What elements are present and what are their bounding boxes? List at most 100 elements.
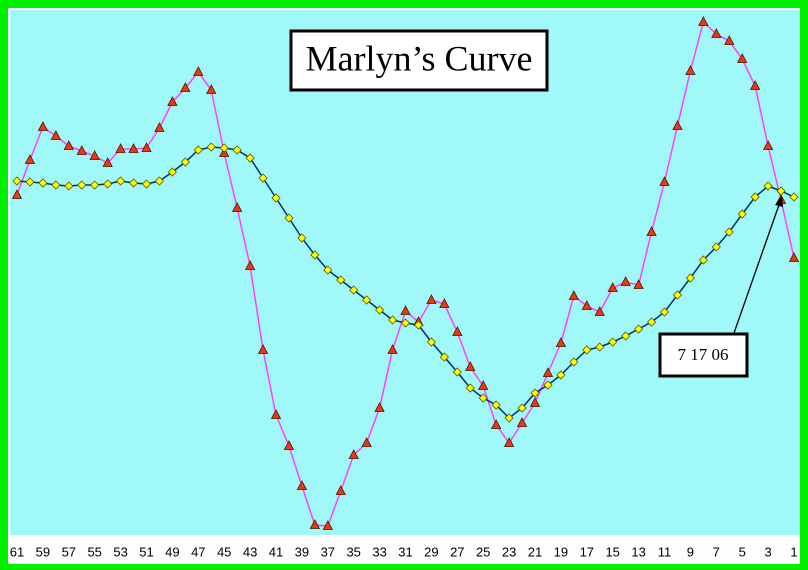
x-tick-label: 15 — [605, 544, 619, 559]
data-point — [413, 320, 424, 330]
x-tick-label: 47 — [191, 544, 205, 559]
data-point — [296, 480, 308, 490]
plot-area — [10, 10, 800, 535]
data-point — [297, 233, 307, 243]
data-point — [64, 181, 74, 191]
data-point — [685, 65, 696, 75]
data-point — [685, 273, 695, 283]
x-tick-label: 53 — [113, 544, 127, 559]
data-point — [335, 485, 346, 495]
data-point — [12, 176, 22, 186]
data-point — [283, 440, 295, 450]
data-point — [50, 130, 62, 140]
data-point — [154, 122, 165, 132]
data-point — [77, 180, 87, 190]
data-point — [672, 290, 683, 300]
data-point — [465, 361, 476, 371]
data-point — [323, 265, 333, 275]
data-point — [387, 344, 398, 354]
data-point — [542, 367, 554, 377]
data-point — [362, 295, 372, 305]
data-point — [788, 252, 800, 262]
x-tick-label: 39 — [295, 544, 309, 559]
title-box — [289, 29, 549, 92]
data-point — [633, 279, 644, 289]
data-point — [478, 380, 489, 390]
data-point — [503, 437, 515, 447]
data-point — [244, 260, 256, 270]
data-point — [634, 324, 644, 334]
data-point — [375, 305, 385, 315]
data-point — [621, 331, 631, 341]
annotation: 7 17 06 — [678, 345, 729, 364]
data-point — [232, 145, 242, 155]
data-point — [452, 367, 462, 377]
data-point — [128, 178, 139, 188]
x-tick-label: 37 — [321, 544, 335, 559]
x-tick-label: 25 — [476, 544, 490, 559]
data-point — [116, 176, 126, 186]
data-point — [336, 275, 346, 285]
data-point — [25, 177, 35, 187]
data-point — [750, 192, 760, 202]
x-tick-label: 17 — [580, 544, 594, 559]
data-point — [11, 189, 23, 199]
data-point — [776, 186, 786, 196]
data-point — [141, 179, 152, 189]
data-point — [37, 121, 49, 131]
data-point — [400, 318, 411, 328]
data-point — [270, 409, 282, 419]
x-tick-label: 35 — [346, 544, 360, 559]
data-point — [309, 519, 321, 529]
data-point — [478, 393, 488, 403]
x-tick-label: 27 — [450, 544, 464, 559]
data-point — [607, 282, 618, 292]
data-point — [581, 300, 592, 310]
data-point — [762, 140, 774, 150]
data-point — [491, 400, 501, 410]
data-point — [569, 357, 579, 367]
x-tick-label: 57 — [62, 544, 76, 559]
chart-title: Marlyn’s Curve — [306, 38, 533, 78]
x-tick-label: 5 — [739, 544, 746, 559]
data-point — [556, 370, 566, 380]
data-point — [608, 337, 618, 347]
data-point — [387, 315, 398, 325]
data-point — [530, 388, 540, 398]
data-point — [271, 193, 281, 203]
data-point — [258, 173, 268, 183]
data-point — [76, 145, 87, 155]
data-point — [672, 120, 683, 130]
data-point — [516, 417, 528, 427]
data-point — [439, 298, 450, 308]
data-point — [231, 202, 243, 212]
data-point — [193, 66, 204, 76]
data-point — [24, 154, 36, 164]
data-point — [646, 317, 657, 327]
arrow-head — [775, 196, 783, 207]
data-point — [361, 437, 372, 447]
data-point — [789, 192, 799, 202]
data-point — [51, 180, 61, 190]
data-point — [89, 150, 100, 160]
data-point — [711, 28, 722, 38]
x-tick-label: 43 — [243, 544, 257, 559]
data-point — [400, 305, 411, 315]
x-tick-label: 9 — [687, 544, 694, 559]
data-point — [348, 449, 359, 459]
data-point — [555, 337, 567, 347]
data-point — [257, 344, 269, 354]
x-tick-label: 55 — [87, 544, 101, 559]
data-point — [245, 153, 255, 163]
data-point — [141, 142, 152, 152]
x-tick-label: 13 — [631, 544, 645, 559]
data-point — [284, 213, 294, 223]
data-point — [219, 143, 229, 153]
data-point — [452, 326, 463, 336]
data-point — [426, 337, 436, 347]
data-point — [659, 176, 670, 186]
data-point — [517, 403, 527, 413]
data-point — [103, 179, 113, 189]
